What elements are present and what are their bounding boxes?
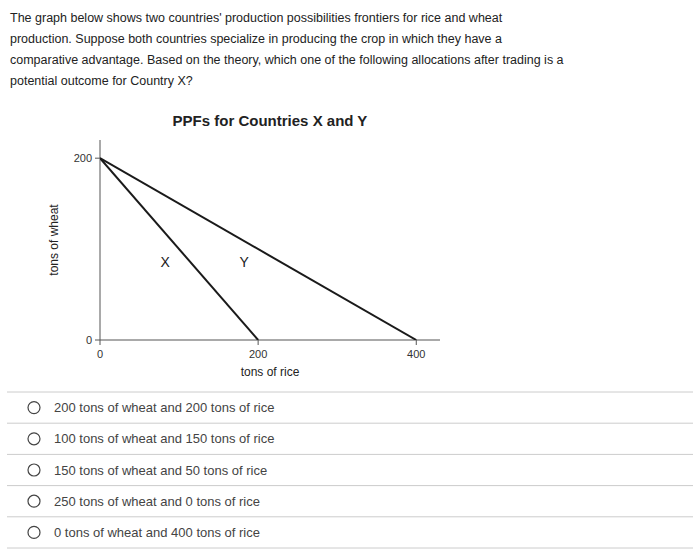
radio-button[interactable] [28, 464, 40, 476]
x-tick [258, 340, 259, 345]
divider [7, 392, 693, 393]
y-axis-label: tons of wheat [47, 204, 61, 276]
plot-area [100, 158, 416, 340]
option-text[interactable]: 100 tons of wheat and 150 tons of rice [54, 431, 274, 446]
divider [7, 516, 693, 517]
divider [7, 485, 693, 486]
option-text[interactable]: 0 tons of wheat and 400 tons of rice [54, 525, 260, 540]
radio-button[interactable] [28, 433, 40, 445]
y-axis-line [100, 140, 101, 340]
chart: PPFs for Countries X and Y 0 200 400 0 200 ton… [47, 112, 440, 379]
page: The graph below shows two countries' pro… [0, 0, 700, 554]
y-tick [95, 340, 100, 341]
option-text[interactable]: 200 tons of wheat and 200 tons of rice [54, 400, 274, 415]
series-labels: XY [160, 254, 249, 270]
x-axis-label: tons of rice [241, 365, 300, 379]
series-label: Y [239, 254, 249, 270]
divider [7, 548, 693, 549]
x-tick-label: 400 [407, 348, 425, 360]
chart-title: PPFs for Countries X and Y [173, 112, 368, 129]
question-text: potential outcome for Country X? [10, 74, 193, 88]
x-tick [416, 340, 417, 345]
radio-button[interactable] [28, 526, 40, 538]
series-label: X [160, 254, 170, 270]
y-tick-label: 200 [74, 152, 92, 164]
radio-button[interactable] [28, 402, 40, 414]
option-text[interactable]: 150 tons of wheat and 50 tons of rice [54, 463, 267, 478]
options: 200 tons of wheat and 200 tons of rice 10… [7, 392, 693, 548]
divider [7, 423, 693, 424]
radio-button[interactable] [28, 495, 40, 507]
y-tick-label: 0 [86, 334, 92, 346]
question-text: production. Suppose both countries speci… [10, 32, 502, 46]
ppf-line [100, 158, 416, 340]
option-text[interactable]: 250 tons of wheat and 0 tons of rice [54, 494, 260, 509]
x-tick [100, 340, 101, 345]
question-text: The graph below shows two countries' pro… [10, 11, 503, 25]
x-tick-label: 0 [97, 348, 103, 360]
x-axis-line [100, 340, 440, 341]
y-tick [95, 158, 100, 159]
question-text: comparative advantage. Based on the theo… [10, 53, 564, 67]
x-tick-label: 200 [249, 348, 267, 360]
divider [7, 454, 693, 455]
ppf-line [100, 158, 258, 340]
